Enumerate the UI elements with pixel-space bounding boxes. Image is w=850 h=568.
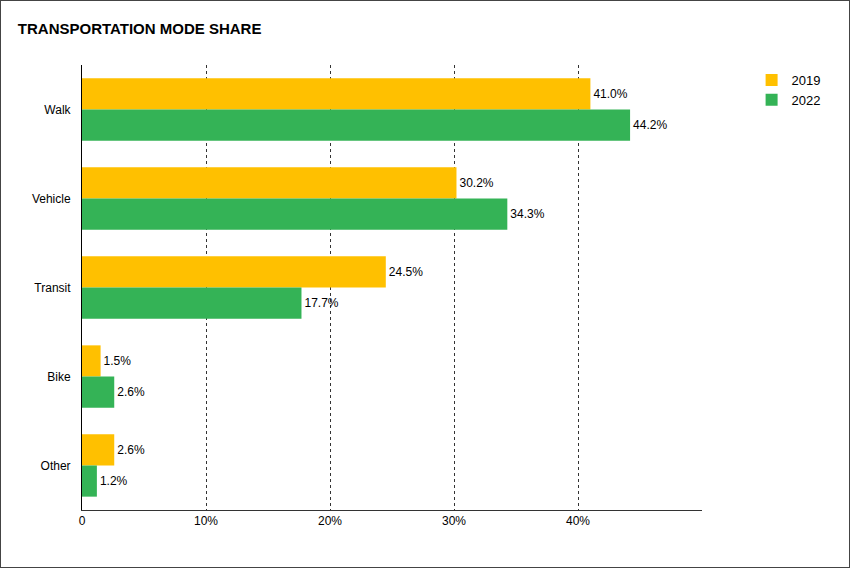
svg-text:41.0%: 41.0% — [593, 87, 627, 101]
svg-text:Walk: Walk — [44, 103, 71, 117]
svg-text:Vehicle: Vehicle — [32, 192, 71, 206]
svg-text:17.7%: 17.7% — [304, 296, 338, 310]
svg-text:Other: Other — [41, 459, 71, 473]
svg-text:30.2%: 30.2% — [459, 176, 493, 190]
svg-text:24.5%: 24.5% — [389, 265, 423, 279]
svg-text:Transit: Transit — [34, 281, 71, 295]
svg-text:TRANSPORTATION MODE SHARE: TRANSPORTATION MODE SHARE — [18, 20, 262, 37]
svg-text:2.6%: 2.6% — [117, 443, 145, 457]
svg-text:34.3%: 34.3% — [510, 207, 544, 221]
svg-text:2022: 2022 — [792, 93, 821, 108]
svg-text:44.2%: 44.2% — [633, 118, 667, 132]
svg-text:1.5%: 1.5% — [104, 354, 132, 368]
svg-text:2019: 2019 — [792, 73, 821, 88]
svg-text:1.2%: 1.2% — [100, 474, 128, 488]
svg-text:2.6%: 2.6% — [117, 385, 145, 399]
svg-text:20%: 20% — [318, 514, 342, 528]
svg-text:10%: 10% — [194, 514, 218, 528]
svg-text:0: 0 — [79, 514, 86, 528]
svg-text:40%: 40% — [566, 514, 590, 528]
svg-text:30%: 30% — [442, 514, 466, 528]
svg-text:Bike: Bike — [47, 370, 71, 384]
